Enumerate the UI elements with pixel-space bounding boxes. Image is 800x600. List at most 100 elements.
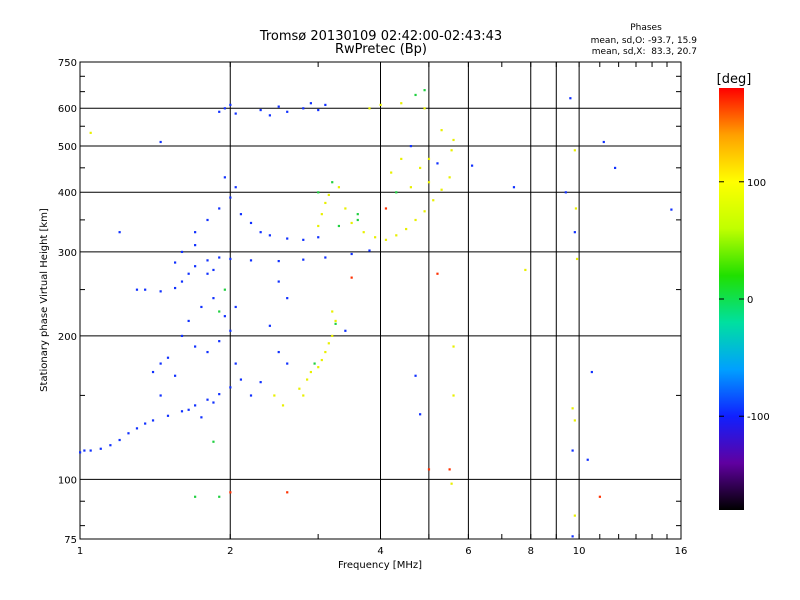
data-point [200,416,203,419]
data-point [427,468,431,471]
chart-subtitle: RwPretec (Bp) [335,42,427,57]
data-point [440,188,443,191]
data-point [212,297,215,300]
data-point [602,140,605,144]
data-point [173,286,177,290]
data-point [127,432,130,435]
data-point [337,186,341,189]
data-point [573,149,576,152]
data-point [409,186,412,189]
data-point [166,356,170,359]
data-point [436,162,439,165]
data-point [166,414,170,417]
data-point [356,213,359,216]
data-point [613,166,617,170]
data-point [419,166,422,170]
data-point [409,144,412,148]
data-point [223,176,226,179]
y-tick-label: 75 [64,535,77,546]
data-point [194,265,197,268]
data-point [571,407,574,410]
data-point [427,181,431,184]
y-tick-label: 200 [58,332,77,343]
phases-title: Phases [630,23,662,33]
data-point [419,413,422,416]
data-point [423,210,426,213]
data-point [135,427,139,430]
data-point [317,224,320,228]
data-point [187,408,190,411]
data-point [317,108,320,112]
data-point [180,334,184,338]
data-point [400,157,403,161]
data-point [187,319,190,323]
data-point [212,401,215,404]
x-tick-label: 2 [227,546,233,557]
data-point [414,374,417,377]
data-point [286,297,289,300]
data-point [452,138,455,142]
data-point [268,114,271,117]
data-point [574,207,578,210]
data-point [331,181,334,184]
data-point [218,310,221,313]
colorbar-tick-label: -100 [747,412,770,423]
data-points [79,89,673,538]
data-point [573,419,576,422]
data-point [180,410,184,413]
data-point [159,140,162,144]
data-point [324,350,327,354]
data-point [194,231,197,234]
data-point [194,404,197,407]
data-point [298,387,301,390]
data-point [432,199,435,202]
data-point [440,129,443,132]
data-point [229,329,232,332]
data-point [234,362,237,365]
data-point [436,272,439,275]
data-point [268,324,271,327]
data-point [317,191,320,194]
data-point [423,89,426,92]
data-point [414,93,417,97]
data-point [229,257,232,261]
data-point [423,107,426,110]
data-point [277,350,280,354]
data-point [317,236,320,239]
data-point [309,102,312,105]
data-point [277,105,280,108]
data-point [259,231,262,234]
data-point [286,237,289,240]
data-point [344,329,347,332]
data-point [187,272,190,275]
data-point [109,444,112,447]
data-point [450,149,453,152]
data-point [302,394,305,397]
data-point [194,244,197,247]
data-point [524,268,527,272]
y-tick-label: 500 [58,142,77,153]
data-point [427,157,431,161]
data-point [159,394,162,397]
y-axis-label: Stationary phase Virtual Height [km] [39,208,50,392]
data-point [173,374,177,377]
data-point [390,171,393,174]
data-point [286,362,289,365]
data-point [277,280,280,283]
x-tick-label: 10 [573,546,586,557]
data-point [234,305,237,309]
data-point [306,378,309,381]
data-point [277,259,280,263]
data-point [350,221,353,225]
data-point [452,394,455,397]
data-point [327,193,330,197]
data-point [590,370,593,374]
data-point [302,238,305,241]
y-tick-label: 750 [58,58,77,69]
data-point [159,362,162,365]
data-point [229,196,232,199]
data-point [368,107,371,110]
data-point [350,276,353,279]
data-point [331,310,334,313]
data-point [194,495,197,498]
